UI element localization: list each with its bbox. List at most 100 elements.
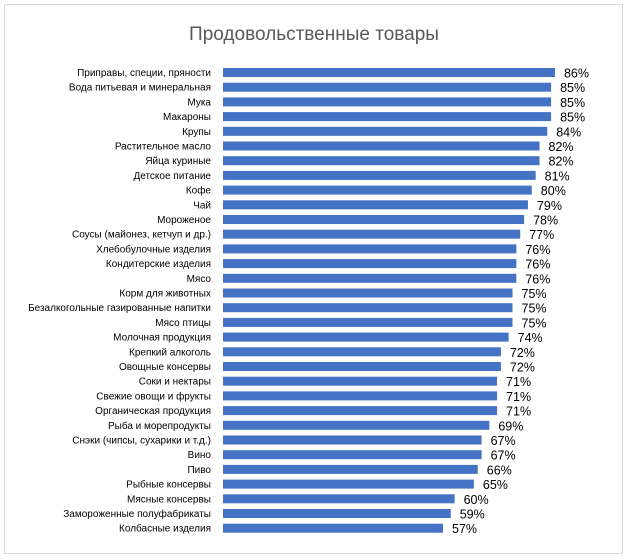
category-label: Приправы, специи, пряности: [77, 68, 211, 79]
bar: [223, 317, 513, 327]
data-label: 72%: [510, 346, 535, 360]
category-label: Детское питание: [133, 171, 211, 182]
data-label: 57%: [452, 522, 477, 536]
bar: [223, 288, 513, 298]
data-label: 67%: [491, 449, 516, 463]
category-label: Овощные консервы: [119, 362, 211, 373]
category-label: Соусы (майонез, кетчуп и др.): [72, 230, 211, 241]
category-label: Макароны: [163, 112, 211, 123]
category-label: Рыба и морепродукты: [108, 420, 211, 432]
data-label: 78%: [533, 214, 558, 228]
bar: [223, 391, 498, 401]
bar: [223, 229, 521, 239]
bar: [223, 303, 513, 313]
bar: [223, 362, 501, 371]
data-label: 81%: [545, 169, 570, 183]
category-label: Колбасные изделия: [119, 523, 211, 535]
data-label: 85%: [560, 111, 585, 125]
category-label: Крепкий алкоголь: [129, 347, 211, 358]
bar: [223, 141, 540, 151]
data-label: 67%: [491, 434, 516, 448]
data-label: 75%: [522, 287, 547, 301]
bar: [223, 259, 517, 269]
category-label: Молочная продукция: [113, 333, 211, 344]
category-label: Хлебобулочные изделия: [96, 243, 211, 255]
category-label: Крупы: [182, 127, 211, 138]
value-labels: 86%85%85%85%84%82%82%81%80%79%78%77%76%7…: [452, 67, 589, 537]
category-label: Вода питьевая и минеральная: [69, 83, 211, 94]
data-label: 69%: [498, 419, 523, 433]
category-label: Органическая продукция: [95, 406, 211, 417]
category-label: Вино: [188, 450, 212, 461]
data-label: 71%: [506, 375, 531, 389]
data-label: 84%: [556, 125, 581, 139]
category-label: Пиво: [187, 465, 211, 476]
data-label: 71%: [506, 405, 531, 419]
bar: [223, 68, 555, 77]
data-label: 59%: [460, 508, 485, 522]
data-label: 76%: [525, 272, 550, 286]
category-label: Корм для животных: [119, 289, 211, 300]
bar: [223, 376, 498, 386]
data-label: 76%: [525, 258, 550, 272]
data-label: 86%: [564, 67, 589, 81]
category-label: Мясные консервы: [127, 494, 211, 505]
data-label: 75%: [522, 316, 547, 330]
data-label: 85%: [560, 81, 585, 95]
data-label: 85%: [560, 96, 585, 110]
category-label: Соки и нектары: [139, 377, 211, 388]
data-label: 65%: [483, 478, 508, 492]
bar: [223, 332, 509, 342]
data-label: 71%: [506, 390, 531, 404]
data-label: 80%: [541, 184, 566, 198]
data-label: 72%: [510, 361, 535, 375]
category-labels: Приправы, специи, пряности Вода питьевая …: [28, 68, 211, 535]
bar: [223, 420, 490, 430]
data-label: 66%: [487, 463, 512, 477]
category-label: Кофе: [186, 185, 212, 197]
data-label: 82%: [549, 155, 574, 169]
category-label: Кондитерские изделия: [106, 259, 211, 270]
category-label: Мясо: [187, 274, 212, 285]
data-label: 76%: [525, 243, 550, 257]
bar: [223, 244, 517, 254]
bar: [223, 435, 482, 445]
category-label: Снэки (чипсы, сухарики и т.д.): [72, 436, 211, 447]
data-label: 75%: [522, 302, 547, 316]
bar: [223, 273, 517, 283]
bar: [223, 406, 498, 416]
bar: [223, 347, 501, 357]
data-label: 77%: [529, 228, 554, 242]
category-label: Мясо птицы: [155, 318, 211, 329]
category-label: Замороженные полуфабрикаты: [63, 508, 211, 520]
bar: [223, 479, 474, 489]
bar: [223, 464, 478, 474]
bar: [223, 200, 528, 210]
bar-chart: Продовольственные товары Приправы, специ…: [28, 24, 589, 537]
category-label: Мороженое: [157, 215, 211, 226]
data-label: 79%: [537, 199, 562, 213]
bar: [223, 97, 552, 107]
bar: [223, 215, 525, 224]
data-label: 60%: [464, 493, 489, 507]
category-label: Мука: [187, 97, 211, 108]
bar: [223, 450, 482, 460]
bars: [223, 68, 555, 533]
category-label: Безалкогольные газированные напитки: [28, 303, 211, 314]
category-label: Чай: [193, 200, 211, 211]
chart-title: Продовольственные товары: [189, 24, 439, 45]
bar: [223, 82, 552, 92]
category-label: Растительное масло: [115, 142, 212, 153]
bar: [223, 170, 536, 180]
bar: [223, 185, 532, 195]
data-label: 74%: [518, 331, 543, 345]
category-label: Рыбные консервы: [126, 479, 211, 491]
chart-frame: Продовольственные товары Приправы, специ…: [4, 4, 623, 554]
category-label: Яйца куриные: [145, 156, 211, 167]
bar: [223, 494, 455, 504]
category-label: Свежие овощи и фрукты: [96, 390, 211, 402]
bar: [223, 112, 552, 122]
bar: [223, 523, 444, 533]
bar: [223, 156, 540, 166]
data-label: 82%: [549, 140, 574, 154]
